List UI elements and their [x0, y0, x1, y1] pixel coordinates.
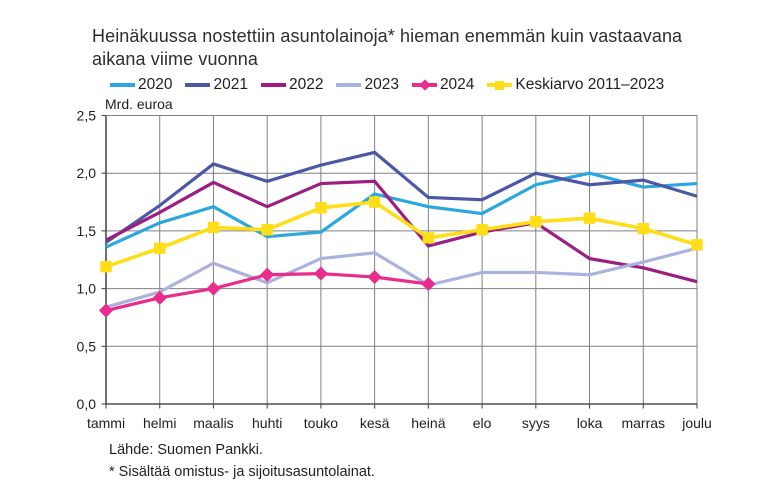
x-tick-label: helmi — [143, 415, 176, 431]
y-tick-label: 0,5 — [77, 338, 97, 354]
series-2024-line — [98, 266, 436, 318]
x-tick-label: loka — [577, 415, 603, 431]
x-axis-month-labels: tammi helmi maalis huhti touko kesä heinä elo sy… — [87, 415, 712, 431]
y-tick-label: 2,0 — [77, 165, 97, 181]
legend-swatch-2024-icon — [411, 78, 437, 92]
footer: Lähde: Suomen Pankki. * Sisältää omistus… — [109, 439, 375, 483]
chart-title-line1: Heinäkuussa nostettiin asuntolainoja* hi… — [92, 26, 683, 46]
chart-title: Heinäkuussa nostettiin asuntolainoja* hi… — [92, 25, 769, 71]
footnote: * Sisältää omistus- ja sijoitusasuntolai… — [109, 464, 375, 480]
legend-swatch-2021-icon — [185, 78, 211, 92]
axes — [101, 114, 698, 409]
legend-label-keskiarvo: Keskiarvo 2011–2023 — [515, 76, 665, 93]
legend-label-2024: 2024 — [439, 76, 475, 93]
legend-item-2022: 2022 — [260, 76, 324, 94]
x-tick-label: joulu — [681, 415, 712, 431]
gridlines — [106, 115, 698, 404]
y-tick-label: 2,5 — [77, 108, 97, 124]
x-tick-label: syys — [522, 415, 550, 431]
series-2022-line — [105, 179, 698, 284]
x-tick-label: elo — [473, 415, 492, 431]
series-Keskiarvo 2011–2023-line — [100, 196, 703, 273]
legend-label-2022: 2022 — [288, 76, 324, 93]
legend-item-2024: 2024 — [411, 76, 475, 94]
legend-label-2021: 2021 — [213, 76, 248, 93]
x-tick-label: maalis — [193, 415, 233, 431]
legend-swatch-2023-icon — [336, 78, 362, 92]
source-note: Lähde: Suomen Pankki. — [109, 442, 263, 458]
series-2021-line — [105, 150, 698, 244]
x-tick-label: huhti — [252, 415, 282, 431]
legend-item-2021: 2021 — [185, 76, 248, 94]
y-tick-label: 1,0 — [77, 281, 97, 297]
legend: 2020 2021 2022 2023 2024 Keskiarvo 2011–… — [110, 76, 664, 94]
legend-item-2023: 2023 — [336, 76, 399, 94]
legend-item-keskiarvo: Keskiarvo 2011–2023 — [487, 76, 664, 94]
y-axis-tick-labels: 2,5 2,0 1,5 1,0 0,5 0,0 — [77, 108, 97, 413]
legend-label-2020: 2020 — [138, 76, 173, 93]
series-2023-line — [105, 246, 698, 309]
y-tick-label: 1,5 — [77, 223, 97, 239]
x-tick-label: marras — [621, 415, 665, 431]
legend-swatch-2022-icon — [260, 78, 286, 92]
legend-swatch-2020-icon — [110, 78, 135, 92]
legend-swatch-keskiarvo-icon — [487, 78, 513, 92]
y-tick-label: 0,0 — [77, 396, 97, 412]
series-2020-line — [105, 171, 698, 249]
x-tick-label: tammi — [87, 415, 125, 431]
x-tick-label: kesä — [360, 415, 390, 431]
y-axis-title: Mrd. euroa — [105, 96, 173, 112]
chart-title-line2: aikana viime vuonna — [92, 49, 259, 69]
x-tick-label: touko — [304, 415, 338, 431]
legend-item-2020: 2020 — [110, 76, 172, 94]
x-tick-label: heinä — [411, 415, 445, 431]
legend-label-2023: 2023 — [364, 76, 399, 93]
